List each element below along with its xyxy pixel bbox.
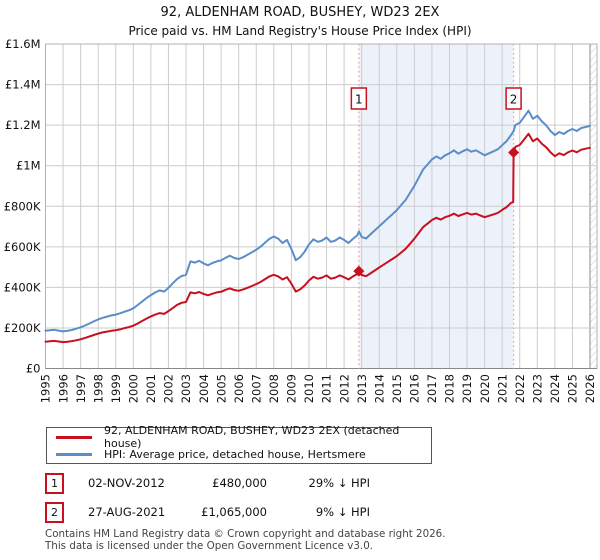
x-axis-label: 2006	[232, 374, 246, 403]
x-axis-label: 2024	[548, 374, 562, 403]
x-axis-label: 2013	[355, 374, 369, 403]
property-line-swatch	[56, 435, 92, 439]
x-axis-label: 2018	[443, 374, 457, 403]
sale-2-price: £1,065,000	[201, 505, 267, 519]
sale-point-marker	[508, 147, 520, 159]
y-axis-label: £1.6M	[5, 37, 41, 51]
legend-item-property: 92, ALDENHAM ROAD, BUSHEY, WD23 2EX (det…	[47, 424, 431, 450]
x-axis-label: 2022	[513, 374, 527, 403]
legend-label-hpi: HPI: Average price, detached house, Hert…	[104, 447, 366, 461]
x-axis-label: 2004	[197, 374, 211, 403]
y-axis-label: £800K	[4, 199, 41, 213]
hpi-line-swatch	[56, 452, 92, 456]
price-history-chart: 1995 1996 1997 1998 1999 2000 2001 2002 2003 2004…	[4, 37, 598, 403]
sale-1-price: £480,000	[212, 476, 267, 490]
property-price-line	[44, 132, 591, 344]
sale-annotation-1: 1 02-NOV-2012 £480,000 29% ↓ HPI	[0, 473, 600, 495]
x-axis-label: 2015	[390, 374, 404, 403]
sale-annotation-2: 2 27-AUG-2021 £1,065,000 9% ↓ HPI	[0, 502, 600, 524]
sale-point-marker	[353, 265, 365, 277]
x-axis-label: 2000	[127, 374, 141, 403]
x-axis-label: 1995	[39, 374, 53, 403]
y-axis-label: £1M	[16, 159, 41, 173]
copyright-footer: Contains HM Land Registry data © Crown c…	[45, 528, 446, 552]
sale-2-marker-box: 2	[45, 502, 64, 523]
x-axis-label: 2011	[320, 374, 334, 403]
x-axis-label: 2021	[495, 374, 509, 403]
y-axis-label: £1.2M	[5, 118, 41, 132]
x-axis-label: 1998	[91, 374, 105, 403]
x-axis-label: 2026	[583, 374, 597, 403]
x-axis-label: 2008	[267, 374, 281, 403]
sale-2-hpi-diff: 9% ↓ HPI	[315, 505, 370, 519]
y-axis-label: £1.4M	[5, 78, 41, 92]
hpi-line	[44, 109, 591, 333]
sale-1-date: 02-NOV-2012	[88, 476, 165, 490]
legend-label-property: 92, ALDENHAM ROAD, BUSHEY, WD23 2EX (det…	[104, 424, 400, 450]
x-axis-label: 2012	[337, 374, 351, 403]
x-axis-label: 2020	[478, 374, 492, 403]
x-axis-label: 1996	[56, 374, 70, 403]
x-axis-label: 2014	[372, 374, 386, 403]
x-axis-label: 2017	[425, 374, 439, 403]
x-axis-label: 1997	[74, 374, 88, 403]
page-title: 92, ALDENHAM ROAD, BUSHEY, WD23 2EX	[160, 5, 440, 20]
x-axis-label: 2003	[179, 374, 193, 403]
x-axis-label: 2025	[566, 374, 580, 403]
legend: 92, ALDENHAM ROAD, BUSHEY, WD23 2EX (det…	[46, 424, 432, 464]
x-axis-label: 2005	[214, 374, 228, 403]
x-axis-label: 2009	[285, 374, 299, 403]
footer-line-2: This data is licensed under the Open Gov…	[45, 539, 374, 552]
y-axis-label: £200K	[4, 321, 41, 335]
sale-2-date: 27-AUG-2021	[88, 505, 166, 519]
y-axis-label: £400K	[4, 280, 41, 294]
x-axis-label: 2001	[144, 374, 158, 403]
x-axis-label: 1999	[109, 374, 123, 403]
x-axis-label: 2010	[302, 374, 316, 403]
y-axis-label: £0	[26, 362, 41, 376]
sale-1-hpi-diff: 29% ↓ HPI	[308, 476, 370, 490]
sale-number-label: 2	[510, 93, 518, 107]
x-axis-label: 2019	[460, 374, 474, 403]
y-axis-label: £600K	[4, 240, 41, 254]
sale-number-box	[505, 87, 522, 110]
x-axis-label: 2023	[531, 374, 545, 403]
sale-1-marker-box: 1	[45, 473, 64, 494]
sale-number-label: 1	[355, 93, 363, 107]
sale-number-box	[350, 87, 368, 110]
page-subtitle: Price paid vs. HM Land Registry's House …	[128, 24, 472, 38]
x-axis-label: 2002	[162, 374, 176, 403]
x-axis-label: 2016	[408, 374, 422, 403]
footer-line-1: Contains HM Land Registry data © Crown c…	[45, 528, 446, 540]
x-axis-label: 2007	[249, 374, 263, 403]
legend-item-hpi: HPI: Average price, detached house, Hert…	[47, 446, 431, 462]
